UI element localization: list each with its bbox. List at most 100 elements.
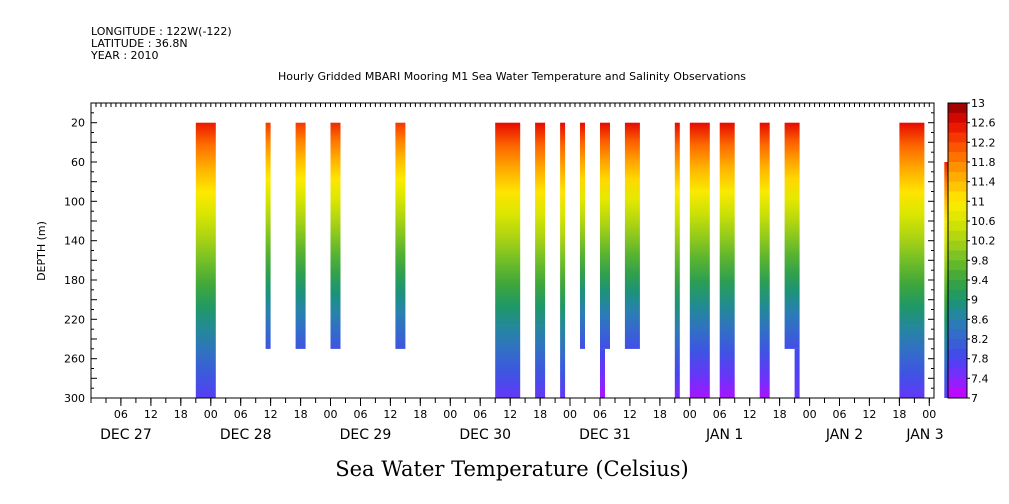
colorbar-swatch (948, 309, 967, 320)
x-tick-label: 12 (383, 408, 397, 421)
latitude-label: LATITUDE : 36.8N (91, 37, 188, 50)
x-day-label: JAN 1 (705, 427, 743, 443)
data-column (535, 122, 546, 398)
colorbar-swatch (948, 270, 967, 281)
x-day-label: JAN 3 (905, 427, 943, 443)
colorbar-tick-label: 8.2 (971, 333, 989, 346)
data-column (794, 348, 800, 398)
colorbar-swatch (948, 319, 967, 330)
colorbar-frame (947, 102, 968, 399)
x-tick-label: 18 (413, 408, 427, 421)
y-axis-title: DEPTH (m) (35, 221, 48, 281)
colorbar-swatch (948, 388, 967, 399)
x-tick-label: 06 (354, 408, 368, 421)
right-minor-ticks (928, 102, 934, 399)
y-tick-label: 180 (64, 274, 85, 287)
colorbar-swatch (948, 280, 967, 291)
colorbar-tick-label: 11.8 (971, 156, 996, 169)
x-tick-label: 00 (683, 408, 697, 421)
x-day-label: DEC 30 (459, 427, 511, 443)
x-tick-label: 00 (563, 408, 577, 421)
colorbar-swatch (948, 358, 967, 369)
y-tick-label: 260 (64, 353, 85, 366)
y-tick-label: 100 (64, 195, 85, 208)
x-tick-label: 00 (443, 408, 457, 421)
year-label: YEAR : 2010 (90, 49, 159, 62)
colorbar-tick-label: 10.6 (971, 215, 996, 228)
data-column (944, 162, 950, 398)
x-tick-label: 12 (144, 408, 158, 421)
colorbar-swatch (948, 289, 967, 301)
colorbar-tick-label: 9.8 (971, 254, 989, 267)
data-column (330, 122, 341, 349)
x-day-label: DEC 31 (579, 427, 631, 443)
x-tick-label: 00 (922, 408, 936, 421)
data-column (265, 122, 271, 349)
colorbar-swatch (948, 201, 967, 212)
x-tick-label: 12 (264, 408, 278, 421)
colorbar-tick-label: 7.4 (971, 372, 989, 385)
colorbar-swatch (948, 299, 967, 310)
colorbar-swatch (948, 142, 967, 153)
colorbar-swatch (948, 152, 967, 163)
data-column (719, 122, 735, 398)
colorbar-swatch (948, 211, 967, 222)
x-tick-label: 12 (862, 408, 876, 421)
colorbar-tick-label: 7 (971, 392, 978, 405)
x-tick-label: 12 (503, 408, 517, 421)
data-column (195, 122, 216, 398)
data-column (674, 122, 680, 398)
colorbar-swatch (948, 132, 967, 143)
x-tick-label: 18 (294, 408, 308, 421)
data-column (689, 122, 710, 398)
colorbar-tick-label: 8.6 (971, 313, 989, 326)
y-tick-label: 60 (71, 156, 85, 169)
data-column (624, 122, 640, 349)
y-tick-label: 220 (64, 313, 85, 326)
colorbar-swatch (948, 112, 967, 124)
x-tick-label: 18 (174, 408, 188, 421)
data-column (784, 122, 800, 349)
data-column (600, 122, 610, 349)
x-day-label: DEC 29 (340, 427, 392, 443)
colorbar-swatch (948, 191, 967, 202)
colorbar-swatch (948, 348, 967, 360)
colorbar-swatch (948, 260, 967, 271)
data-columns (195, 122, 950, 398)
y-tick-label: 300 (64, 392, 85, 405)
x-tick-label: 06 (234, 408, 248, 421)
x-tick-label: 06 (833, 408, 847, 421)
colorbar-swatch (948, 221, 967, 232)
top-minor-ticks (90, 103, 930, 107)
x-tick-label: 00 (324, 408, 338, 421)
x-tick-label: 12 (743, 408, 757, 421)
y-axis: 20 60 100 140 180 220 260 300 (64, 102, 97, 405)
x-tick-label: 18 (773, 408, 787, 421)
colorbar-tick-label: 10.2 (971, 235, 996, 248)
colorbar-tick-label: 12.6 (971, 117, 996, 130)
colorbar-tick-label: 7.8 (971, 353, 989, 366)
y-tick-label: 20 (71, 117, 85, 130)
colorbar-swatch (948, 103, 967, 114)
x-day-label: JAN 2 (825, 427, 863, 443)
colorbar-swatch (948, 329, 967, 340)
x-tick-label: 06 (593, 408, 607, 421)
data-column (495, 122, 521, 398)
colorbar-swatch (948, 171, 967, 183)
x-tick-label: 06 (713, 408, 727, 421)
colorbar-tick-label: 12.2 (971, 136, 996, 149)
colorbar-tick-label: 11.4 (971, 176, 996, 189)
colorbar-tick-label: 11 (971, 195, 985, 208)
x-tick-label: 18 (533, 408, 547, 421)
colorbar-swatch (948, 230, 967, 242)
colorbar-swatch (948, 250, 967, 261)
colorbar-tick-label: 9 (971, 294, 978, 307)
y-tick-label: 140 (64, 235, 85, 248)
colorbar-swatch (948, 339, 967, 350)
colorbar-tick-label: 13 (971, 97, 985, 110)
longitude-label: LONGITUDE : 122W(-122) (91, 25, 232, 38)
x-day-label: DEC 28 (220, 427, 272, 443)
x-tick-label: 00 (803, 408, 817, 421)
x-tick-label: 06 (473, 408, 487, 421)
